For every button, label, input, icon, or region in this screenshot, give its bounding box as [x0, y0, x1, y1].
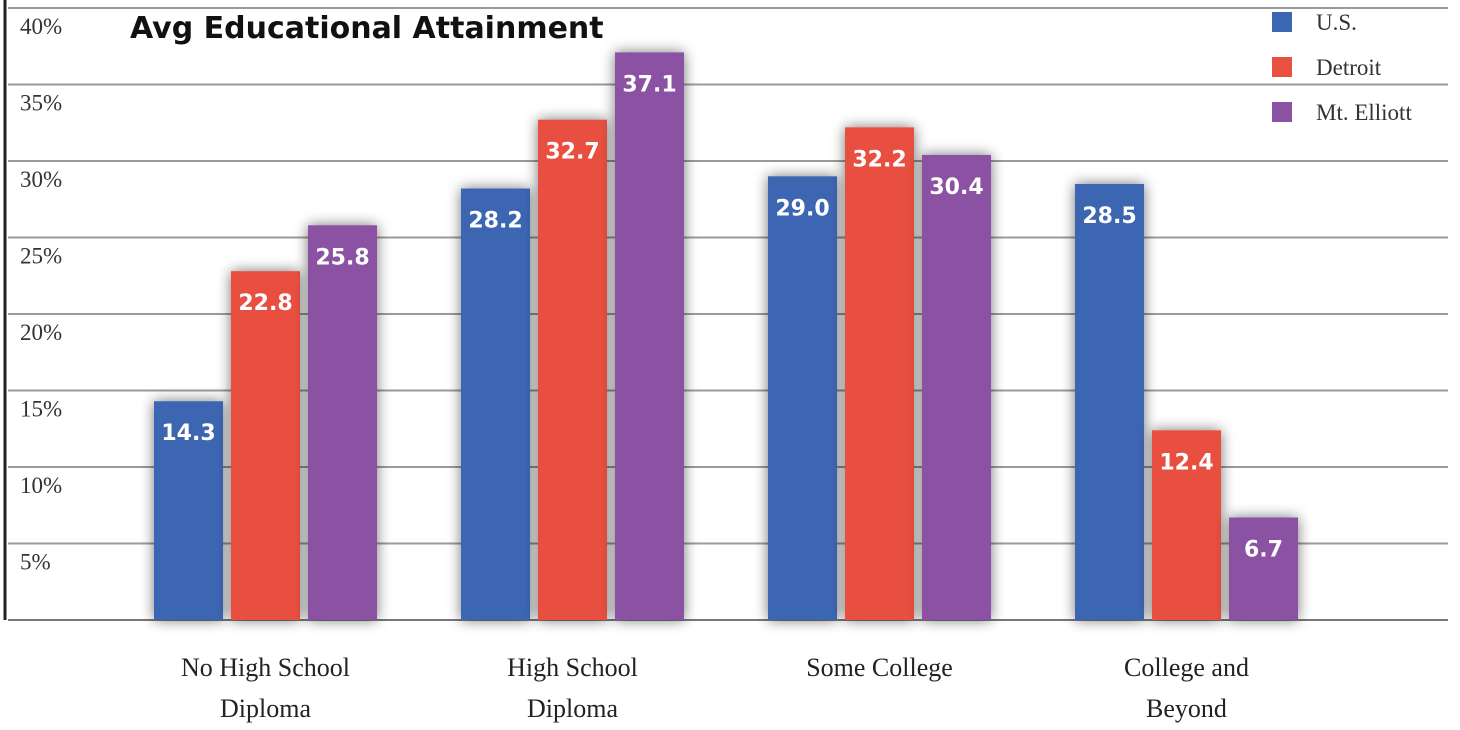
data-label: 12.4	[1159, 450, 1213, 475]
data-label: 14.3	[161, 421, 215, 446]
category-label: High School	[507, 653, 638, 682]
data-label: 30.4	[929, 175, 983, 200]
bar	[845, 127, 914, 620]
legend-swatch	[1272, 102, 1292, 122]
y-tick-label: 10%	[20, 473, 62, 498]
data-label: 28.5	[1082, 204, 1136, 229]
data-label: 28.2	[468, 209, 522, 234]
bar	[461, 188, 530, 621]
bar	[768, 176, 837, 621]
category-label: No High School	[181, 653, 350, 682]
chart-title: Avg Educational Attainment	[130, 11, 604, 46]
y-tick-label: 40%	[20, 14, 62, 39]
legend-label: Mt. Elliott	[1316, 100, 1412, 125]
y-tick-label: 25%	[20, 244, 62, 269]
data-label: 6.7	[1244, 537, 1283, 562]
y-tick-label: 30%	[20, 167, 62, 192]
category-label: College and	[1124, 653, 1249, 682]
bar	[308, 225, 377, 620]
category-label: Diploma	[527, 694, 618, 723]
category-labels: No High School Diploma High School Diploma S…	[181, 653, 1249, 723]
y-tick-label: 5%	[20, 550, 51, 575]
y-tick-label: 15%	[20, 397, 62, 422]
bars	[154, 52, 1298, 621]
category-label: Beyond	[1146, 694, 1227, 723]
legend-swatch	[1272, 57, 1292, 77]
y-tick-label: 20%	[20, 320, 62, 345]
bar	[615, 52, 684, 621]
category-label: Some College	[806, 653, 953, 682]
data-label: 22.8	[238, 291, 292, 316]
bar	[1152, 430, 1221, 620]
bar	[1229, 517, 1298, 620]
data-label: 32.2	[852, 147, 906, 172]
bar	[538, 119, 607, 620]
y-tick-label: 35%	[20, 91, 62, 116]
category-label: Diploma	[220, 694, 311, 723]
legend-label: U.S.	[1316, 10, 1357, 35]
bar	[922, 154, 991, 620]
legend: U.S. Detroit Mt. Elliott	[1272, 10, 1412, 125]
data-label: 32.7	[545, 140, 599, 165]
legend-label: Detroit	[1316, 55, 1382, 80]
bar	[231, 271, 300, 620]
bar	[1075, 183, 1144, 620]
legend-swatch	[1272, 12, 1292, 32]
data-label: 29.0	[775, 196, 829, 221]
data-label: 37.1	[622, 72, 676, 97]
gridlines	[8, 7, 1448, 545]
data-labels: 14.3 28.2 29.0 28.5 22.8 32.7 32.2 12.4 25.8 37.1…	[161, 72, 1283, 562]
bar	[154, 401, 223, 620]
axes: 5% 10% 15% 20% 25% 30% 35% 40%	[3, 0, 1448, 621]
data-label: 25.8	[315, 245, 369, 270]
